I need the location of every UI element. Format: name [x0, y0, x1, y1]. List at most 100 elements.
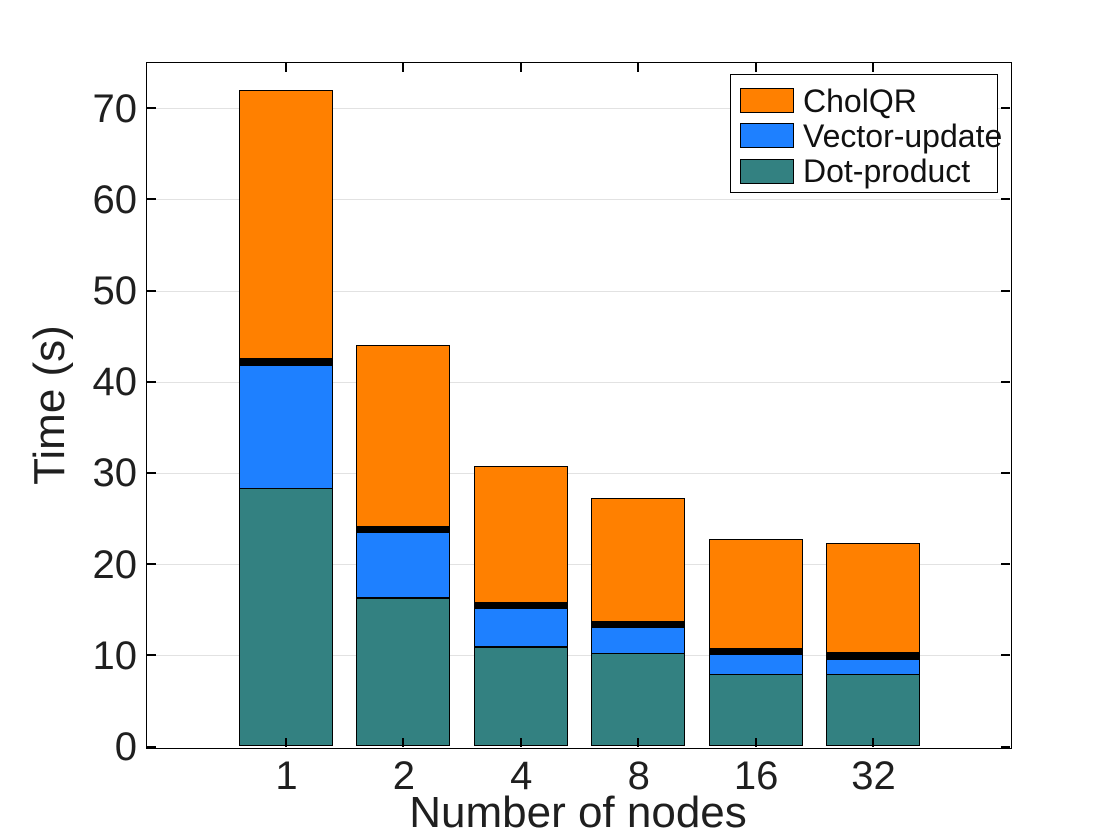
bar-outline — [708, 538, 803, 747]
legend-item: Vector-update — [731, 118, 1002, 153]
y-tick-label: 0 — [114, 725, 137, 769]
x-axis-tick — [285, 737, 287, 747]
bar-segment-vector-update-node-16 — [708, 654, 803, 675]
y-gridline — [146, 655, 1010, 657]
bar-segment-divider — [356, 525, 451, 528]
x-tick-label: 4 — [510, 754, 533, 798]
bar-segment-divider — [708, 653, 803, 656]
bar-segment-vector-update-node-2 — [356, 532, 451, 598]
y-axis-tick — [146, 289, 156, 292]
bar-segment-unlabeled-black-band-node-16 — [708, 648, 803, 655]
bar-segment-unlabeled-black-band-node-32 — [826, 652, 920, 659]
bar-segment-divider — [356, 531, 451, 533]
bar-segment-cholqr-node-16 — [708, 538, 803, 649]
bar-segment-divider — [356, 597, 451, 599]
legend-item: Dot-product — [731, 154, 997, 189]
x-axis-tick-top — [754, 62, 757, 72]
x-tick-label: 2 — [392, 754, 416, 798]
y-axis-tick — [146, 198, 156, 201]
x-tick-label: 8 — [627, 754, 650, 798]
bar-segment-unlabeled-black-band-node-2 — [356, 526, 451, 533]
y-axis-tick-right — [1000, 471, 1010, 474]
y-axis-tick-right — [1000, 563, 1010, 566]
y-gridline — [146, 199, 1010, 201]
bar-segment-unlabeled-black-band-node-8 — [591, 621, 686, 628]
bar-segment-dot-product-node-4 — [473, 647, 568, 747]
y-tick-label: 50 — [92, 269, 138, 313]
y-axis-tick — [146, 654, 156, 657]
y-gridline — [146, 290, 1010, 292]
y-axis-tick-right — [1000, 289, 1010, 292]
y-axis-tick — [146, 380, 156, 383]
bar-segment-divider — [591, 652, 686, 655]
bar-segment-cholqr-node-32 — [826, 543, 920, 653]
bar-outline — [473, 465, 568, 747]
legend-label: CholQR — [803, 82, 917, 119]
legend-item: CholQR — [731, 83, 997, 118]
y-tick-label: 40 — [92, 360, 138, 405]
y-tick-label: 10 — [92, 633, 138, 678]
x-axis-tick — [519, 737, 522, 747]
bar-segment-vector-update-node-32 — [826, 658, 920, 675]
y-axis-tick-right — [1000, 745, 1010, 748]
legend: CholQR Vector-update Dot-product — [730, 74, 1002, 193]
bar-segment-divider — [826, 651, 920, 654]
y-gridline — [146, 108, 1010, 110]
bar-segment-divider — [473, 646, 568, 648]
bar-segment-dot-product-node-1 — [239, 488, 333, 747]
bar-outline — [826, 543, 920, 747]
legend-label: Dot-product — [803, 153, 971, 190]
x-axis-tick-top — [402, 62, 405, 72]
y-axis-tick-right — [1000, 107, 1010, 110]
legend-label: Vector-update — [803, 117, 1003, 154]
x-axis-tick-top — [519, 62, 522, 72]
y-axis-tick — [146, 107, 156, 110]
x-axis-tick — [872, 737, 874, 747]
x-axis-tick — [637, 737, 640, 747]
legend-swatch — [740, 88, 794, 113]
bar-segment-divider — [591, 626, 686, 628]
bar-segment-vector-update-node-4 — [473, 607, 568, 648]
y-axis-tick — [146, 563, 156, 566]
bar-segment-cholqr-node-4 — [473, 465, 568, 603]
x-tick-label: 16 — [733, 754, 779, 798]
x-axis-tick — [754, 737, 757, 747]
legend-swatch — [740, 158, 794, 184]
bar-segment-divider — [826, 658, 920, 660]
y-gridline — [146, 472, 1010, 474]
bar-segment-vector-update-node-8 — [591, 627, 686, 654]
y-tick-label: 70 — [92, 86, 138, 131]
y-axis-tick — [146, 471, 156, 474]
bar-segment-divider — [708, 673, 803, 676]
y-tick-label: 60 — [92, 177, 138, 222]
y-axis-tick — [146, 745, 156, 748]
bar-segment-dot-product-node-2 — [356, 597, 451, 747]
bar-outline — [239, 89, 333, 747]
bar-segment-divider — [239, 364, 333, 367]
bar-segment-cholqr-node-8 — [591, 498, 686, 622]
bar-outline — [591, 498, 686, 747]
x-axis-tick-top — [285, 62, 287, 72]
x-axis-label: Number of nodes — [409, 788, 747, 837]
x-axis-tick-top — [872, 62, 874, 72]
x-tick-label: 1 — [275, 754, 298, 798]
y-tick-label: 20 — [92, 542, 138, 587]
bar-segment-divider — [591, 620, 686, 623]
bar-segment-cholqr-node-1 — [239, 89, 333, 359]
x-axis-tick — [402, 737, 405, 747]
bar-segment-dot-product-node-16 — [708, 674, 803, 747]
bar-segment-vector-update-node-1 — [239, 365, 333, 489]
y-axis-tick-right — [1000, 380, 1010, 383]
bar-segment-divider — [239, 487, 333, 490]
bar-segment-divider — [239, 358, 333, 360]
x-axis-tick-top — [637, 62, 640, 72]
bar-segment-divider — [473, 601, 568, 604]
bar-segment-dot-product-node-8 — [591, 653, 686, 747]
bar-segment-divider — [473, 607, 568, 609]
y-tick-label: 30 — [92, 451, 138, 496]
x-tick-label: 32 — [851, 754, 896, 798]
bar-segment-cholqr-node-2 — [356, 345, 451, 527]
y-gridline — [146, 564, 1010, 566]
bar-segment-divider — [708, 648, 803, 650]
